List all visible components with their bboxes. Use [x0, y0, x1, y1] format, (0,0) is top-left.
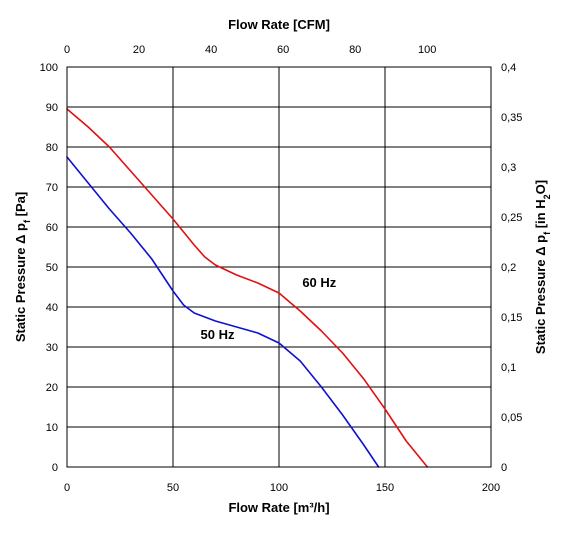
y2-tick-label: 0,05 [501, 412, 522, 424]
y-axis-title-unit: [Pa] [13, 192, 28, 220]
x-tick-label: 200 [482, 482, 500, 494]
y2-axis-title-h2o-sub: 2 [542, 194, 552, 199]
y2-axis-title-sub: f [542, 231, 552, 235]
label-50hz: 50 Hz [201, 327, 235, 342]
x-tick-label: 150 [376, 482, 394, 494]
y-tick-label: 100 [40, 62, 58, 74]
x2-tick-label: 20 [133, 44, 145, 56]
y2-axis-title-unit: [in H [533, 199, 548, 232]
y-tick-label: 40 [46, 302, 58, 314]
y-tick-label: 10 [46, 422, 58, 434]
y2-axis-title-main: Static Pressure Δ p [533, 235, 548, 354]
y-axis-title: Static Pressure Δ pf [Pa] [13, 192, 32, 342]
y2-axis-title-tail: O] [533, 180, 548, 194]
y-tick-label: 30 [46, 342, 58, 354]
y-axis-title-sub: f [22, 219, 32, 223]
y-tick-label: 50 [46, 262, 58, 274]
x2-axis-title: Flow Rate [CFM] [228, 17, 330, 32]
x2-tick-label: 40 [205, 44, 217, 56]
x-tick-label: 0 [64, 482, 70, 494]
y2-tick-label: 0,15 [501, 312, 522, 324]
y-tick-label: 90 [46, 102, 58, 114]
y2-tick-label: 0,1 [501, 362, 516, 374]
series-line-60hz [66, 108, 429, 468]
y2-tick-label: 0,25 [501, 212, 522, 224]
y-tick-label: 80 [46, 142, 58, 154]
series-line-50hz [66, 156, 380, 468]
x2-tick-label: 100 [418, 44, 436, 56]
y-tick-label: 70 [46, 182, 58, 194]
x-tick-label: 50 [167, 482, 179, 494]
x-axis-title: Flow Rate [m³/h] [228, 500, 329, 515]
y-tick-label: 0 [52, 462, 58, 474]
y2-tick-label: 0,4 [501, 62, 516, 74]
y2-tick-label: 0,3 [501, 162, 516, 174]
grid-lines [67, 67, 491, 467]
plot-area-border [66, 66, 492, 468]
label-60hz: 60 Hz [302, 275, 336, 290]
y-axis-title-main: Static Pressure Δ p [13, 223, 28, 342]
series-group [66, 108, 429, 468]
y-tick-label: 20 [46, 382, 58, 394]
y2-tick-label: 0,35 [501, 112, 522, 124]
x-tick-label: 100 [270, 482, 288, 494]
x2-tick-label: 0 [64, 44, 70, 56]
x2-tick-label: 80 [349, 44, 361, 56]
x2-tick-label: 60 [277, 44, 289, 56]
y2-tick-label: 0 [501, 462, 507, 474]
y2-axis-title: Static Pressure Δ pf [in H2O] [533, 180, 552, 354]
y2-tick-label: 0,2 [501, 262, 516, 274]
y-tick-label: 60 [46, 222, 58, 234]
